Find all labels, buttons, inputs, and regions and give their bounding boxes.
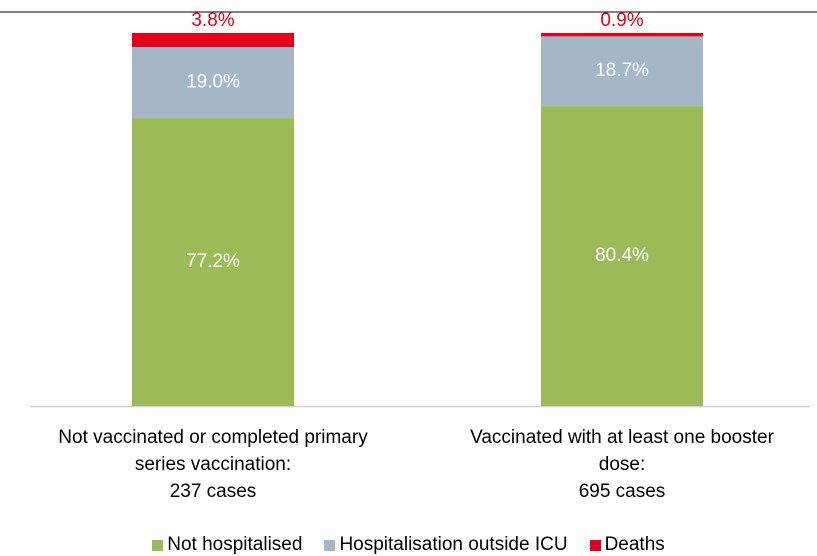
bar-segment (541, 106, 703, 406)
legend-label: Hospitalisation outside ICU (339, 534, 568, 555)
legend-swatch (324, 539, 336, 551)
bar-segment (541, 33, 703, 37)
data-label: 77.2% (186, 251, 240, 272)
legend-item: Hospitalisation outside ICU (324, 534, 568, 556)
legend-label: Deaths (604, 534, 665, 555)
data-label: 80.4% (595, 245, 649, 266)
data-label: 0.9% (600, 10, 643, 31)
legend-swatch (589, 539, 601, 551)
bar-segment (132, 33, 294, 48)
legend-item: Not hospitalised (152, 534, 302, 556)
legend: Not hospitalised Hospitalisation outside … (0, 534, 817, 556)
x-tick-label: Vaccinated with at least one booster dos… (470, 427, 774, 502)
data-label: 3.8% (191, 10, 234, 31)
data-label: 18.7% (595, 60, 649, 81)
data-label: 19.0% (186, 72, 240, 93)
bar-segment (132, 47, 294, 119)
bar-segment (132, 118, 294, 406)
legend-label: Not hospitalised (167, 534, 303, 555)
x-tick-label: Not vaccinated or completed primary seri… (58, 427, 368, 502)
legend-item: Deaths (589, 534, 665, 556)
legend-swatch (152, 539, 164, 551)
bar-segment (541, 36, 703, 107)
